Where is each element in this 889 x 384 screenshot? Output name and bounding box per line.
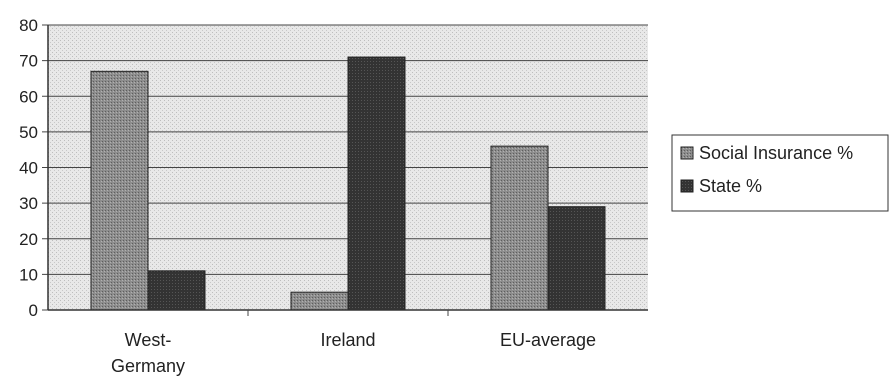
ytick-label: 20 [19,230,38,249]
xtick-label: Ireland [320,330,375,350]
bar-social-insurance-west-germany [90,70,149,311]
ytick-label: 70 [19,52,38,71]
legend-label: State % [699,176,762,196]
bar-state-eu-average [547,206,606,311]
ytick-label: 50 [19,123,38,142]
legend-swatch [680,146,694,160]
ytick-label: 10 [19,265,38,284]
bar-state-west-germany [147,270,206,311]
ytick-label: 80 [19,16,38,35]
ytick-label: 30 [19,194,38,213]
bar-state-ireland [347,56,406,311]
xtick-label: EU-average [500,330,596,350]
legend-swatch [680,179,694,193]
bar-social-insurance-eu-average [490,145,549,311]
bar-social-insurance-ireland [290,291,349,311]
ytick-label: 40 [19,159,38,178]
legend-box [671,134,889,212]
legend-label: Social Insurance % [699,143,853,163]
xtick-label: West-Germany [111,330,185,376]
ytick-label: 60 [19,87,38,106]
ytick-label: 0 [29,301,38,320]
